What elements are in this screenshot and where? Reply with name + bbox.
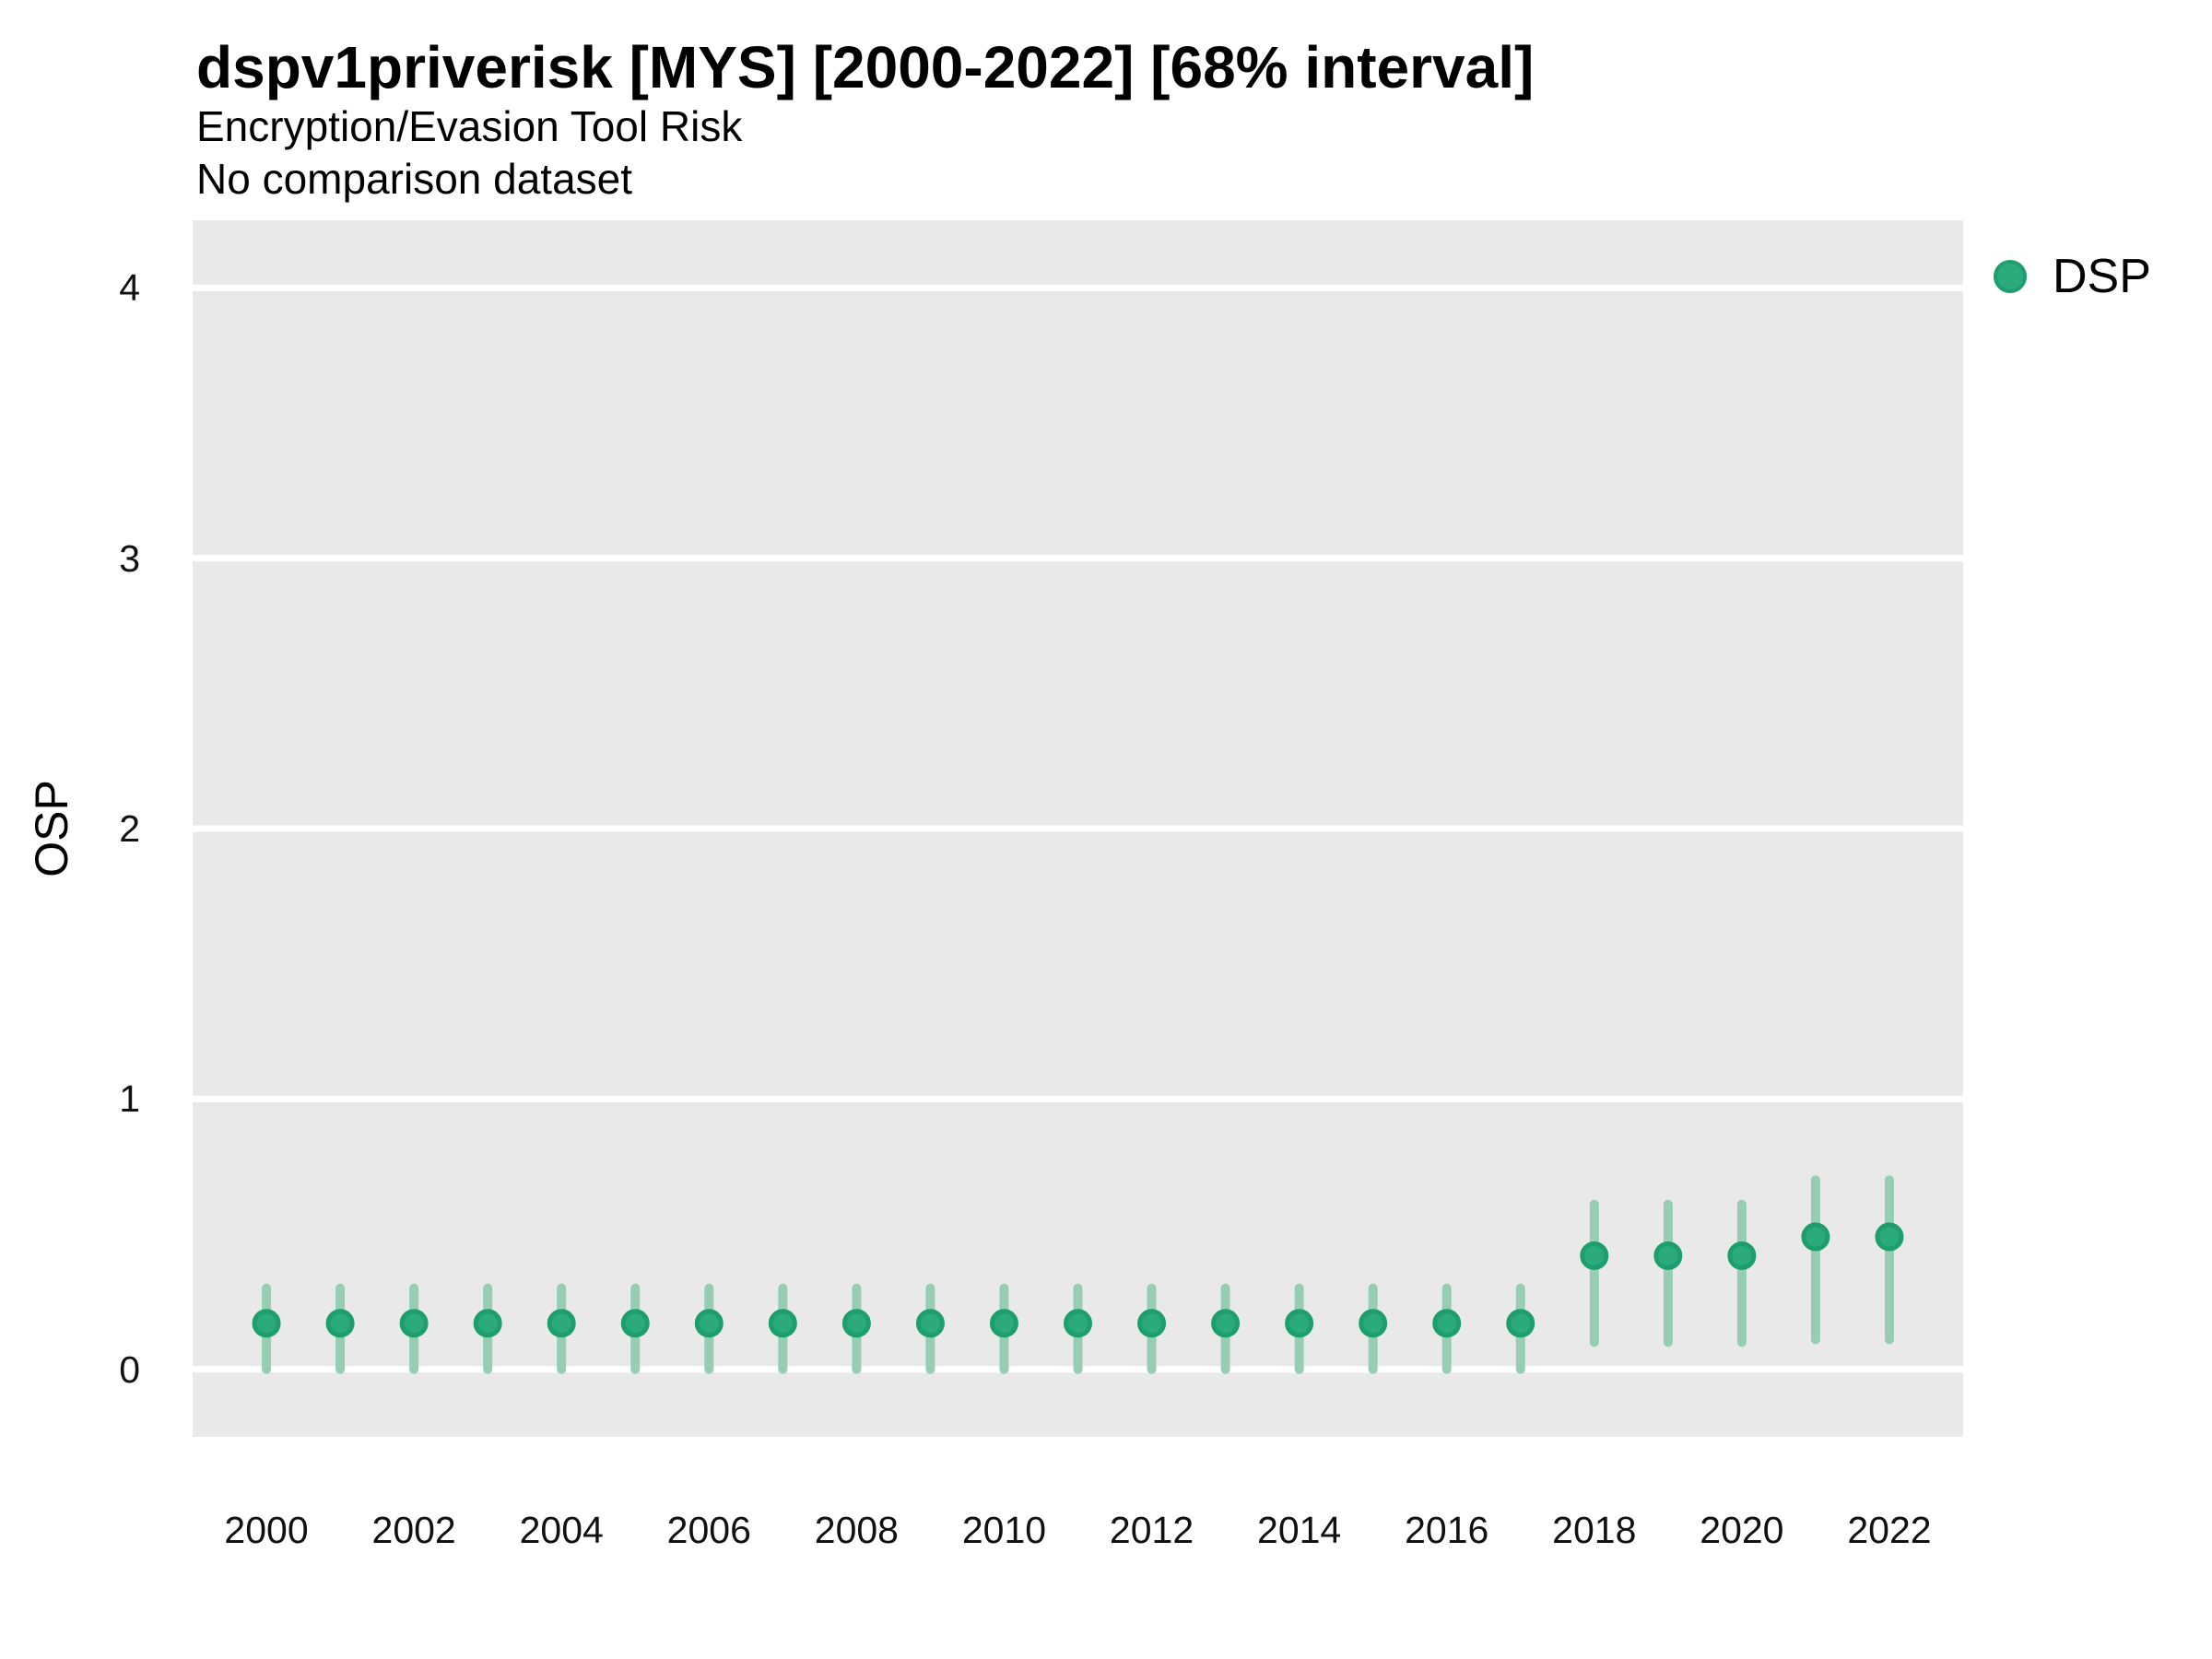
y-tick-label-1: 1 [119, 1077, 140, 1121]
x-tick-label-2020: 2020 [1700, 1509, 1784, 1551]
point-marker-2010 [989, 1309, 1018, 1338]
x-tick-label-2008: 2008 [814, 1509, 899, 1551]
point-marker-2014 [1285, 1309, 1314, 1338]
point-marker-2005 [620, 1309, 650, 1338]
point-marker-2015 [1359, 1309, 1388, 1338]
point-marker-2020 [1727, 1241, 1757, 1270]
point-marker-2009 [915, 1309, 945, 1338]
point-marker-2000 [252, 1309, 281, 1338]
point-marker-2008 [841, 1309, 871, 1338]
point-marker-2001 [325, 1309, 355, 1338]
x-tick-label-2004: 2004 [519, 1509, 604, 1551]
gridline-y-1 [193, 1095, 1963, 1102]
x-tick-label-2000: 2000 [224, 1509, 309, 1551]
legend-dsp-dot-icon [1994, 260, 2027, 293]
x-tick-label-2022: 2022 [1847, 1509, 1932, 1551]
legend-label: DSP [2053, 250, 2151, 303]
point-marker-2006 [694, 1309, 724, 1338]
point-marker-2019 [1653, 1241, 1683, 1270]
y-tick-label-4: 4 [119, 266, 140, 310]
point-marker-2007 [768, 1309, 797, 1338]
legend: DSP [1994, 253, 2151, 300]
point-marker-2017 [1506, 1309, 1535, 1338]
point-marker-2011 [1064, 1309, 1092, 1338]
point-marker-2018 [1580, 1241, 1609, 1270]
point-marker-2016 [1432, 1309, 1462, 1338]
point-marker-2003 [473, 1309, 502, 1338]
chart-subtitle: Encryption/Evasion Tool Risk [196, 102, 743, 150]
chart-note: No comparison dataset [196, 155, 633, 203]
x-tick-label-2006: 2006 [666, 1509, 751, 1551]
point-marker-2021 [1801, 1222, 1830, 1252]
y-tick-label-0: 0 [119, 1347, 140, 1391]
y-tick-label-3: 3 [119, 536, 140, 580]
gridline-y-3 [193, 555, 1963, 562]
x-tick-label-2014: 2014 [1257, 1509, 1342, 1551]
point-marker-2002 [399, 1309, 429, 1338]
point-marker-2004 [547, 1309, 576, 1338]
chart-title: dspv1priverisk [MYS] [2000-2022] [68% in… [196, 34, 1535, 100]
point-marker-2013 [1211, 1309, 1241, 1338]
x-tick-label-2018: 2018 [1552, 1509, 1637, 1551]
x-tick-label-2010: 2010 [961, 1509, 1047, 1551]
x-tick-label-2016: 2016 [1405, 1509, 1489, 1551]
gridline-y-2 [193, 825, 1963, 832]
x-tick-label-2002: 2002 [371, 1509, 456, 1551]
gridline-y-4 [193, 284, 1963, 291]
y-tick-label-2: 2 [119, 807, 140, 850]
point-marker-2012 [1137, 1309, 1167, 1338]
point-marker-2022 [1875, 1222, 1904, 1252]
x-tick-label-2012: 2012 [1109, 1509, 1194, 1551]
